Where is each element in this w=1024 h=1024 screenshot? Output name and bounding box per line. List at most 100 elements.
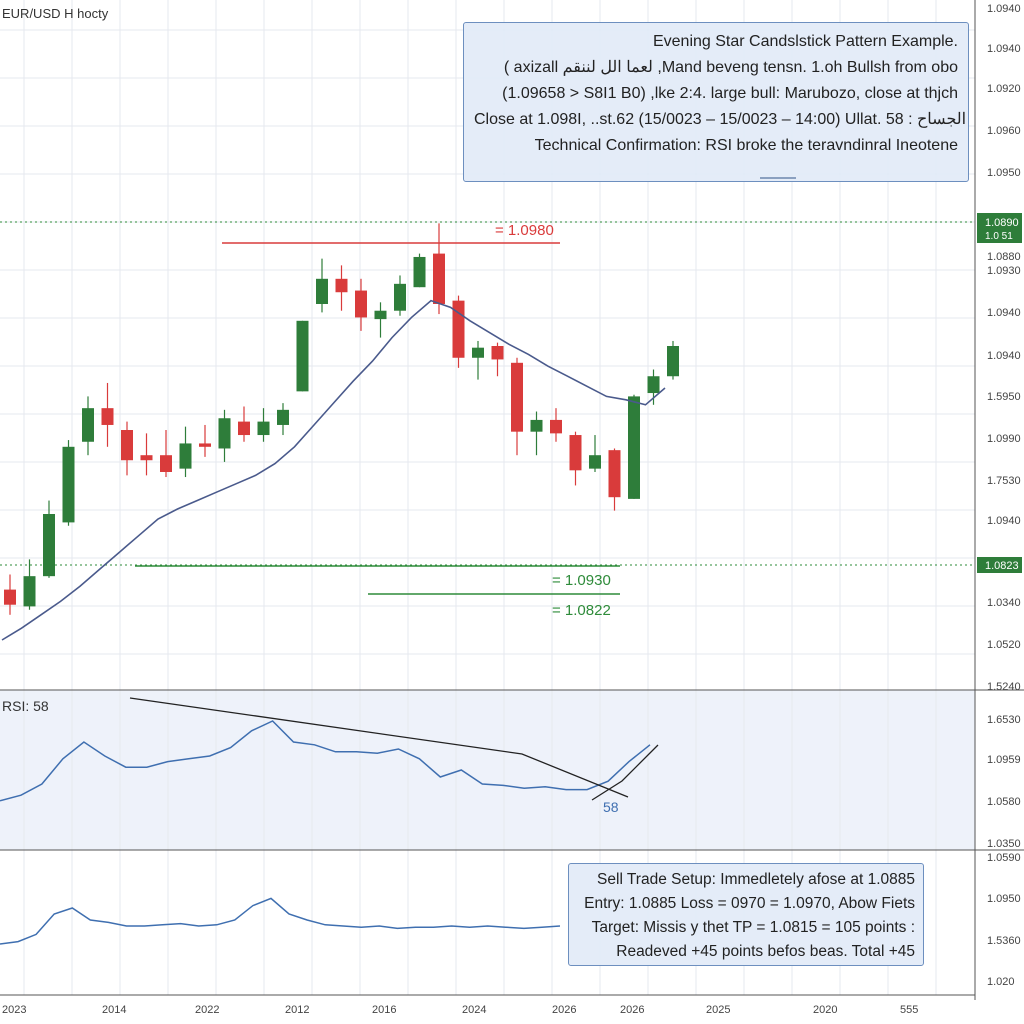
lower-price-tag: 1.0823 xyxy=(985,560,1019,572)
candle-bear xyxy=(140,455,153,461)
candle-bull xyxy=(413,256,426,288)
x-axis-label: 555 xyxy=(900,1004,918,1016)
candle-bear xyxy=(101,408,114,425)
trade-setup-box: Sell Trade Setup: Immedletely afose at 1… xyxy=(568,863,924,966)
upper-price-tag: 1.0890 xyxy=(985,217,1019,229)
lower-axis-labels: 1.0590 1.0950 1.5360 1.020 xyxy=(987,852,1021,988)
candle-bull xyxy=(374,310,387,320)
upper-price-tag-bg xyxy=(977,213,1022,243)
x-axis-label: 2016 xyxy=(372,1004,396,1016)
lower-axis-label: 1.0590 xyxy=(987,852,1021,864)
candle-bull xyxy=(394,283,406,311)
support-label-1: = 1.0930 xyxy=(552,572,611,589)
annotation-line-5: Technical Confirmation: RSI broke the te… xyxy=(534,137,958,154)
x-axis-label: 2022 xyxy=(195,1004,219,1016)
lower-axis-label: 1.020 xyxy=(987,976,1015,988)
candle-bull xyxy=(277,409,289,425)
rsi-line xyxy=(0,720,651,802)
candle-bull xyxy=(179,443,192,469)
candle-bear xyxy=(491,346,504,360)
annotation-line-2: ( axizall لعما الل لننقم ,Mand beveng te… xyxy=(503,59,958,76)
x-axis-label: 2026 xyxy=(552,1004,576,1016)
x-axis-label: 2023 xyxy=(2,1004,26,1016)
candle-bull xyxy=(628,396,640,499)
x-axis-label: 2024 xyxy=(462,1004,486,1016)
x-axis-labels: 2023 2014 2022 2012 2016 2024 2026 2026 2025 2020… xyxy=(2,1004,918,1016)
upper-price-tag-sub: 1.0 51 xyxy=(985,231,1013,242)
candle-bear xyxy=(511,362,523,432)
candle-bull xyxy=(296,320,309,392)
candle-bear xyxy=(355,290,367,318)
annotation-resize-handle[interactable] xyxy=(760,177,796,179)
candle-bear xyxy=(550,419,562,434)
candle-bull xyxy=(23,576,36,607)
candle-bull xyxy=(472,347,484,358)
candle-bull xyxy=(316,278,328,304)
annotation-line-4: Close at 1.098I, ..st.62 (15/0023 – 15/0… xyxy=(474,111,967,128)
candle-bear xyxy=(4,589,16,605)
rsi-breakout-line xyxy=(591,744,659,801)
price-axis-label: 1.0940 xyxy=(987,350,1021,362)
price-axis-label: 1.0940 xyxy=(987,43,1021,55)
candle-bear xyxy=(121,430,133,461)
x-axis-label: 2026 xyxy=(620,1004,644,1016)
annotation-line-3: (1.09658 > S8I1 B0) ,lke 2:4. large bull… xyxy=(502,85,958,102)
annotation-line-1: Evening Star Candslstick Pattern Example… xyxy=(652,33,958,50)
candle-bear xyxy=(608,450,621,498)
chart-title: EUR/USD H hocty xyxy=(2,6,109,21)
rsi-axis-label: 1.0580 xyxy=(987,796,1021,808)
candle-bull xyxy=(589,455,601,469)
pattern-annotation-box: Evening Star Candslstick Pattern Example… xyxy=(463,22,969,182)
rsi-panel-bg xyxy=(0,690,975,850)
candle-bull xyxy=(667,346,679,377)
rsi-axis-label: 1.0959 xyxy=(987,754,1021,766)
trade-line-1: Sell Trade Setup: Immedletely afose at 1… xyxy=(597,871,915,888)
trade-line-2: Entry: 1.0885 Loss = 0970 = 1.0970, Abow… xyxy=(584,895,915,912)
candle-bull xyxy=(218,418,231,449)
candle-bear xyxy=(238,421,250,436)
price-axis-label: 1.0340 xyxy=(987,597,1021,609)
rsi-trendline xyxy=(129,697,629,798)
resistance-label: = 1.0980 xyxy=(495,222,554,239)
rsi-end-label: 58 xyxy=(603,799,619,815)
candle-bear xyxy=(199,443,211,447)
price-axis-label: 1.0990 xyxy=(987,433,1021,445)
price-axis-label: 1.0930 xyxy=(987,265,1021,277)
rsi-axis-label: 1.6530 xyxy=(987,714,1021,726)
support-label-2: = 1.0822 xyxy=(552,602,611,619)
trade-line-4: Readeved +45 points befos beas. Total +4… xyxy=(616,943,915,960)
price-axis-label: 1.0880 xyxy=(987,251,1021,263)
candle-bull xyxy=(62,446,75,523)
candle-bear xyxy=(335,278,348,293)
candle-bull xyxy=(530,419,543,432)
candle-bull xyxy=(647,376,660,394)
price-axis-label: 1.0520 xyxy=(987,639,1021,651)
x-axis-label: 2014 xyxy=(102,1004,126,1016)
price-axis-labels: 1.0940 1.0940 1.0920 1.0960 1.0950 1.0880 1.09… xyxy=(987,3,1021,693)
price-axis-label: 1.5240 xyxy=(987,681,1021,693)
price-axis-label: 1.0940 xyxy=(987,307,1021,319)
lower-panel-line xyxy=(0,897,561,945)
lower-axis-label: 1.0950 xyxy=(987,893,1021,905)
candle-bear xyxy=(569,435,582,471)
lower-axis-label: 1.5360 xyxy=(987,935,1021,947)
rsi-label: RSI: 58 xyxy=(2,698,49,714)
grid-lines xyxy=(0,0,975,995)
rsi-axis-label: 1.0350 xyxy=(987,838,1021,850)
price-axis-label: 1.0940 xyxy=(987,3,1021,15)
x-axis-label: 2020 xyxy=(813,1004,837,1016)
price-axis-label: 1.5950 xyxy=(987,391,1021,403)
lower-price-tag-bg xyxy=(977,557,1022,573)
price-axis-label: 1.0950 xyxy=(987,167,1021,179)
candle-bull xyxy=(43,514,55,577)
x-axis-label: 2025 xyxy=(706,1004,730,1016)
price-axis-label: 1.7530 xyxy=(987,475,1021,487)
candles-layer xyxy=(4,223,679,615)
trade-line-3: Target: Missis y thet TP = 1.0815 = 105 … xyxy=(591,919,915,936)
moving-average-line xyxy=(1,299,666,641)
candle-bull xyxy=(82,408,94,442)
price-axis-label: 1.0960 xyxy=(987,125,1021,137)
candle-bull xyxy=(257,421,270,436)
price-axis-label: 1.0940 xyxy=(987,515,1021,527)
candle-bear xyxy=(160,455,172,472)
